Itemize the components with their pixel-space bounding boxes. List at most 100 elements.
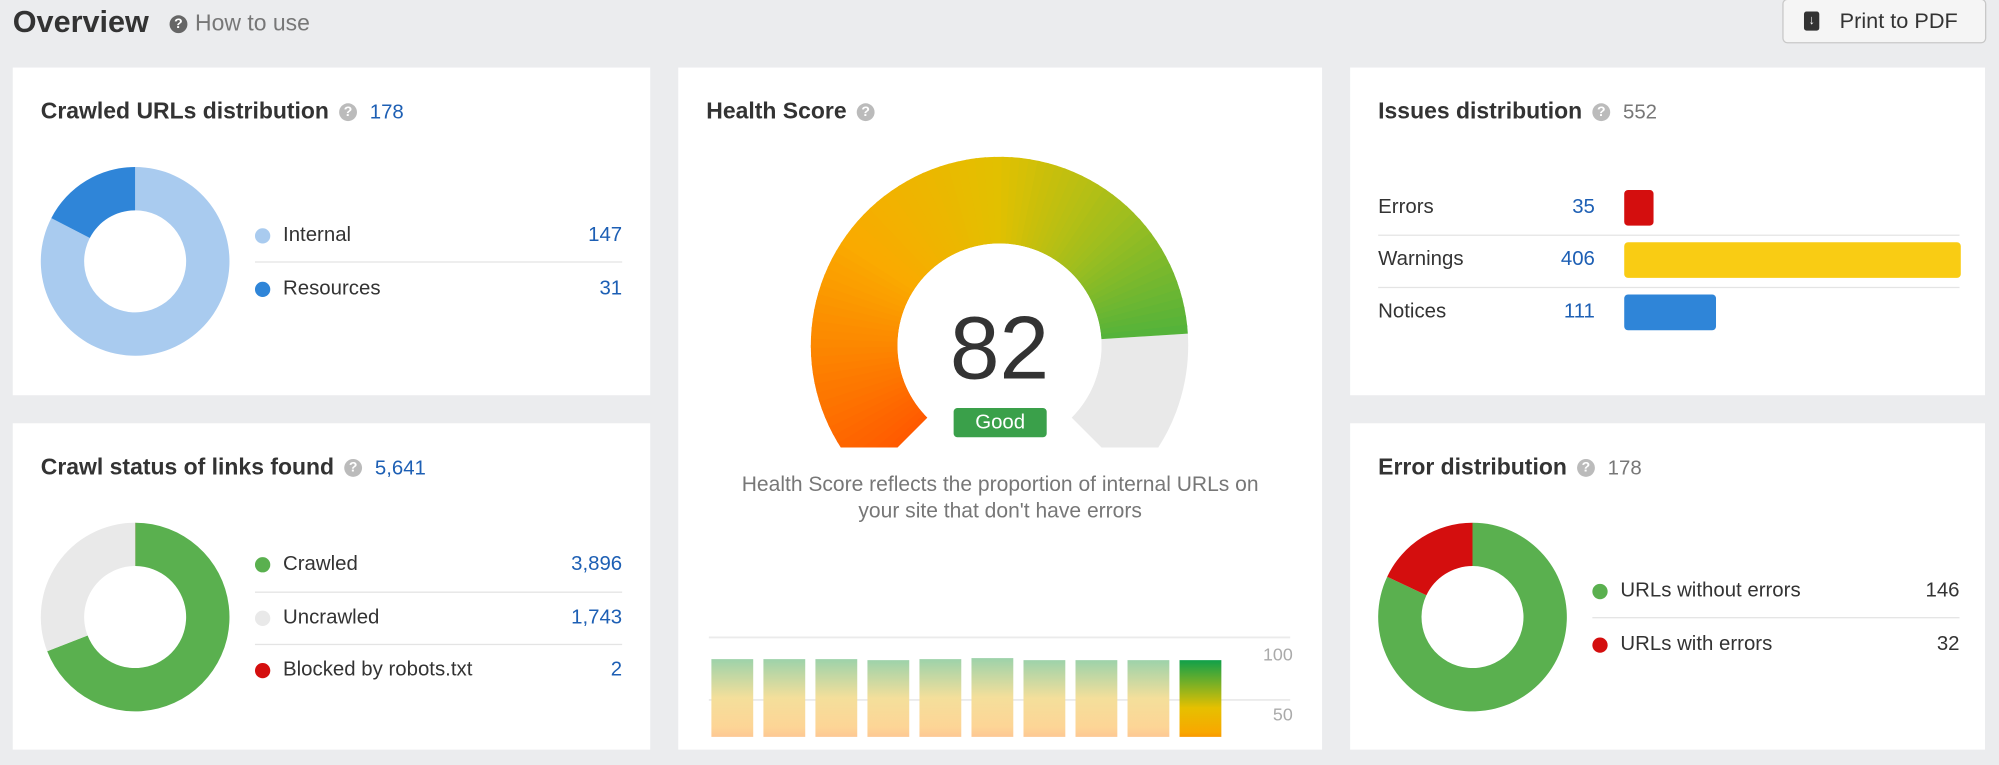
issue-count[interactable]: 406 (1560, 248, 1595, 271)
history-bar[interactable] (1023, 660, 1066, 737)
legend-value[interactable]: 32 (1936, 633, 1960, 656)
health-description: Health Score reflects the proportion of … (678, 472, 1322, 526)
legend-label: Resources (283, 277, 381, 300)
issue-row-warnings[interactable]: Warnings 406 (1378, 235, 1961, 286)
legend-value[interactable]: 31 (599, 277, 623, 300)
gauge-segment (818, 374, 904, 411)
how-to-use-link[interactable]: ? How to use (169, 10, 310, 37)
divider (254, 261, 623, 263)
gauge-segment (1047, 179, 1100, 259)
help-icon[interactable]: ? (856, 103, 875, 122)
issue-count[interactable]: 111 (1563, 300, 1595, 323)
gauge-segment (845, 227, 921, 287)
history-bar[interactable] (867, 660, 910, 737)
status-badge: Good (953, 407, 1047, 438)
legend-item-resources[interactable]: Resources 31 (254, 264, 623, 315)
donut-slice[interactable] (51, 167, 136, 238)
issues-distribution-card: Issues distribution? 552 Errors 35 Warnin… (1350, 67, 1986, 396)
y-tick-label: 50 (1273, 704, 1293, 724)
help-icon[interactable]: ? (1577, 458, 1595, 477)
dot-icon (1592, 583, 1608, 600)
gauge-segment (947, 161, 978, 248)
how-to-use-label: How to use (195, 10, 310, 36)
legend-label: Uncrawled (283, 606, 380, 629)
issue-label: Notices (1378, 300, 1447, 323)
history-bar[interactable] (971, 658, 1014, 737)
history-bar[interactable] (1127, 660, 1170, 737)
donut-slice[interactable] (40, 522, 136, 652)
gauge-center (897, 243, 1102, 448)
donut-chart (40, 522, 230, 712)
legend-item-urls-with-errors[interactable]: URLs with errors 32 (1592, 620, 1960, 671)
gauge-segment (836, 397, 915, 448)
card-title: Crawled URLs distribution (40, 98, 329, 124)
total-count: 552 (1622, 101, 1658, 124)
gauge-segment (1091, 263, 1175, 308)
gauge-segment (812, 360, 900, 385)
history-bar[interactable] (815, 659, 858, 737)
gauge-segment (1093, 271, 1178, 312)
gauge-segment (890, 185, 946, 263)
gauge-segment (1064, 199, 1129, 271)
issue-count[interactable]: 35 (1572, 196, 1595, 219)
print-to-pdf-button[interactable]: ↓ Print to PDF (1782, 0, 1987, 44)
legend-item-blocked[interactable]: Blocked by robots.txt 2 (254, 645, 623, 696)
gauge-segment (1095, 280, 1181, 317)
help-icon[interactable]: ? (339, 103, 357, 122)
history-bar[interactable] (711, 659, 754, 737)
legend-value[interactable]: 147 (588, 224, 623, 247)
history-bar[interactable] (1075, 660, 1118, 737)
dot-icon (254, 610, 271, 626)
donut-slice[interactable] (1387, 522, 1473, 596)
legend-value[interactable]: 146 (1925, 580, 1960, 602)
crawl-status-card: Crawl status of links found? 5,641 Crawle… (12, 423, 651, 750)
gauge-segment (1034, 168, 1075, 253)
issue-row-notices[interactable]: Notices 111 (1378, 287, 1959, 338)
gauge-segment (897, 180, 951, 260)
gauge-segment (1043, 175, 1092, 257)
gauge-segment (1084, 239, 1163, 294)
gauge-segment (831, 249, 912, 300)
history-bar[interactable] (919, 659, 962, 737)
card-title: Crawl status of links found (40, 453, 335, 480)
dot-icon (254, 662, 271, 679)
gauge-segment (828, 388, 910, 436)
gauge-segment (956, 159, 983, 247)
legend-item-uncrawled[interactable]: Uncrawled 1,743 (254, 593, 623, 644)
help-icon[interactable]: ? (344, 458, 363, 477)
history-bar[interactable] (1179, 660, 1222, 737)
gauge-segment (821, 379, 906, 419)
divider (1378, 234, 1960, 236)
donut-slice[interactable] (47, 522, 230, 712)
total-count: 178 (1607, 457, 1642, 480)
legend-value[interactable]: 2 (610, 659, 623, 681)
gauge-segment (862, 207, 931, 276)
gauge-segment (1056, 188, 1115, 265)
legend-label: URLs with errors (1620, 633, 1773, 656)
gauge-segment (827, 257, 910, 304)
donut-slice[interactable] (1378, 522, 1567, 712)
gauge-segment (840, 234, 918, 291)
issue-row-errors[interactable]: Errors 35 (1378, 182, 1959, 233)
legend-value[interactable]: 3,896 (571, 553, 623, 575)
divider (1378, 286, 1960, 289)
gauge-segment (1089, 255, 1171, 303)
legend-item-crawled[interactable]: Crawled 3,896 (254, 539, 623, 590)
gauge-segment (938, 163, 973, 249)
legend-value[interactable]: 1,743 (571, 606, 623, 629)
divider (1592, 617, 1960, 619)
legend-item-urls-without-errors[interactable]: URLs without errors 146 (1592, 566, 1960, 617)
dot-icon (254, 281, 271, 298)
y-tick-label: 100 (1263, 644, 1293, 664)
issue-bar (1624, 242, 1961, 278)
help-icon: ? (169, 15, 188, 34)
help-icon[interactable]: ? (1592, 103, 1611, 122)
history-bar[interactable] (763, 659, 806, 737)
description-line: your site that don't have errors (858, 499, 1142, 523)
total-count: 178 (369, 101, 404, 124)
gauge-segment (850, 220, 924, 283)
legend-label: Internal (283, 224, 352, 247)
gauge-segment (921, 168, 964, 253)
legend-item-internal[interactable]: Internal 147 (254, 210, 623, 261)
donut-slice[interactable] (40, 167, 230, 356)
